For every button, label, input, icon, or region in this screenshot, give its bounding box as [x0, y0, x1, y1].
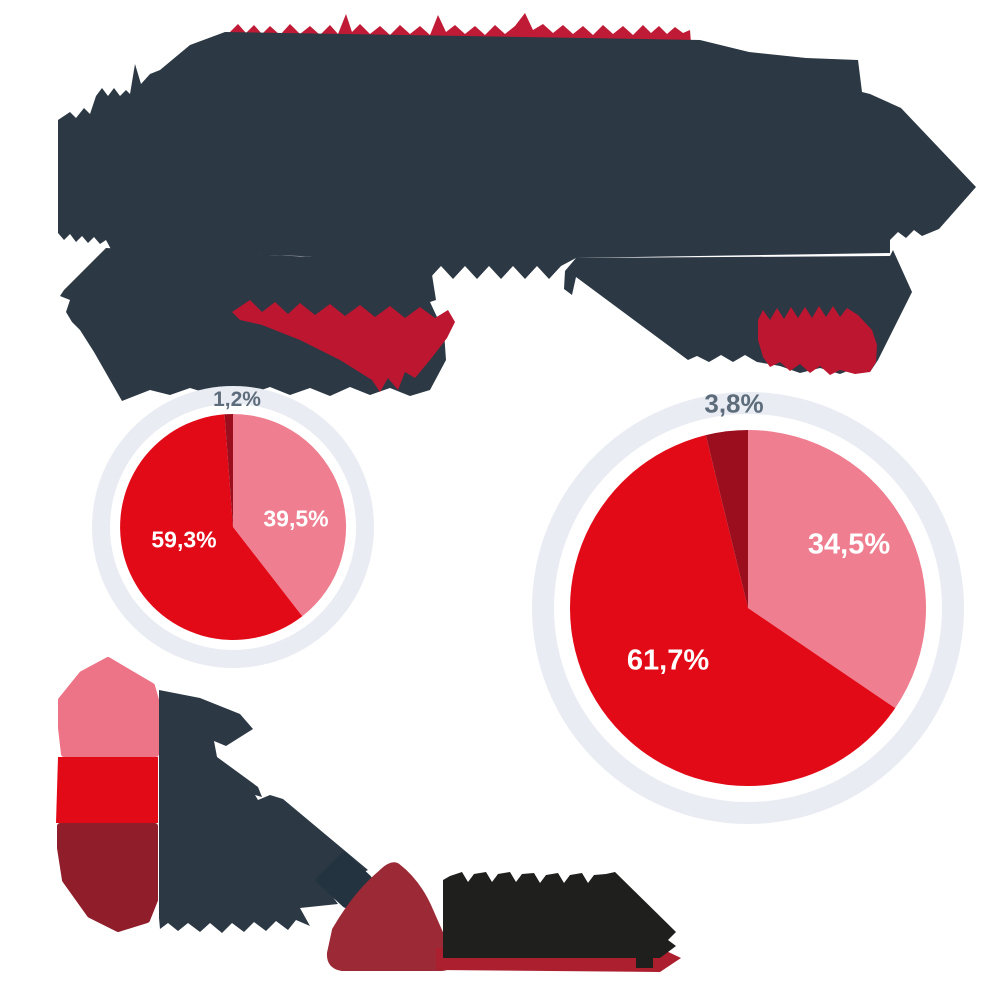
logo-mark-icon: [326, 862, 455, 971]
logo-diamond-icon: [316, 852, 372, 908]
pie-left-label-maroon: 1,2%: [213, 388, 261, 411]
legend-swatch-maroon: [57, 823, 158, 932]
pie-right-slice-red: [569, 435, 896, 787]
legend: [56, 657, 368, 933]
pie-left-label-red: 59,3%: [151, 526, 217, 553]
pie-right-slice-pink: [748, 430, 927, 709]
legend-swatch-red: [56, 757, 158, 823]
subhead-right-red-blob: [758, 306, 877, 375]
pie-chart-left: [92, 386, 374, 668]
pie-left-label-pink: 39,5%: [263, 505, 329, 532]
subhead-left-red-blob: [232, 300, 455, 392]
pie-left-slice-red: [120, 414, 303, 640]
pie-right-label-pink: 34,5%: [807, 528, 891, 561]
logo: [316, 852, 681, 972]
legend-swatch-pink: [58, 657, 159, 757]
pie-right-label-maroon: 3,8%: [704, 388, 764, 419]
legend-labels-distorted-blob: [159, 690, 368, 933]
pie-chart-right: [532, 392, 964, 824]
pie-left-slice-pink: [233, 413, 347, 617]
pie-right-label-red: 61,7%: [626, 644, 710, 677]
title-dark-mass-blob: [58, 32, 976, 279]
pie-right-slice-maroon: [705, 430, 748, 608]
logo-text-distorted-blob: [443, 872, 676, 968]
pie-left-slice-maroon: [224, 413, 233, 527]
